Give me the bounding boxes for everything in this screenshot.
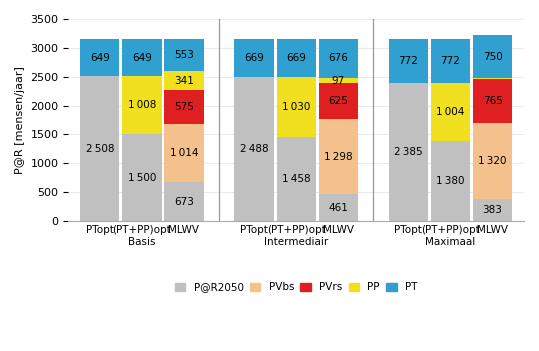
Text: 750: 750 — [483, 52, 502, 62]
Text: 625: 625 — [328, 97, 348, 106]
Bar — [319, 119, 358, 194]
Text: 2 488: 2 488 — [240, 144, 268, 154]
Text: 1 298: 1 298 — [324, 152, 353, 162]
Text: 765: 765 — [482, 95, 502, 106]
Text: 669: 669 — [286, 53, 306, 63]
Bar — [164, 182, 204, 221]
Bar — [80, 39, 120, 76]
Bar — [122, 134, 162, 221]
Text: 673: 673 — [174, 197, 194, 206]
Text: 1 004: 1 004 — [436, 107, 465, 117]
Bar — [234, 39, 274, 77]
Text: 341: 341 — [174, 75, 194, 86]
Text: 1 320: 1 320 — [478, 156, 507, 166]
Bar — [431, 141, 470, 221]
Bar — [431, 39, 470, 84]
Bar — [473, 199, 512, 221]
Text: 649: 649 — [132, 53, 152, 62]
Text: 461: 461 — [328, 203, 348, 213]
Bar — [164, 71, 204, 91]
Text: 575: 575 — [174, 102, 194, 112]
Bar — [319, 78, 358, 84]
Text: 649: 649 — [90, 53, 110, 62]
Text: 383: 383 — [482, 205, 502, 215]
Text: 1 008: 1 008 — [128, 100, 156, 110]
Text: 97: 97 — [331, 75, 345, 86]
Bar — [319, 39, 358, 78]
Bar — [431, 84, 470, 141]
Bar — [277, 77, 316, 137]
Bar — [319, 194, 358, 221]
Bar — [277, 39, 316, 77]
Y-axis label: P@R [mensen/jaar]: P@R [mensen/jaar] — [15, 66, 25, 174]
Text: 553: 553 — [174, 50, 194, 60]
Bar — [234, 77, 274, 221]
Text: 1 458: 1 458 — [282, 174, 310, 184]
Text: 772: 772 — [440, 56, 460, 66]
Bar — [473, 123, 512, 199]
Bar — [389, 39, 428, 83]
Bar — [80, 76, 120, 221]
Text: 772: 772 — [398, 56, 418, 66]
Text: 2 385: 2 385 — [394, 147, 423, 157]
Bar — [473, 35, 512, 78]
Text: 1 030: 1 030 — [282, 102, 310, 112]
Text: 669: 669 — [244, 53, 264, 63]
Text: 1 500: 1 500 — [128, 173, 156, 183]
Bar — [164, 124, 204, 182]
Bar — [319, 84, 358, 119]
Bar — [164, 91, 204, 124]
Text: 1 014: 1 014 — [170, 148, 198, 158]
Bar — [122, 39, 162, 76]
Text: 676: 676 — [328, 53, 348, 63]
Bar — [389, 83, 428, 221]
Bar — [122, 76, 162, 134]
Bar — [277, 137, 316, 221]
Text: 2 508: 2 508 — [86, 144, 114, 154]
Legend: P@R2050, PVbs, PVrs, PP, PT: P@R2050, PVbs, PVrs, PP, PT — [175, 283, 417, 292]
Bar — [164, 39, 204, 71]
Text: 1 380: 1 380 — [436, 176, 465, 186]
Bar — [473, 79, 512, 123]
